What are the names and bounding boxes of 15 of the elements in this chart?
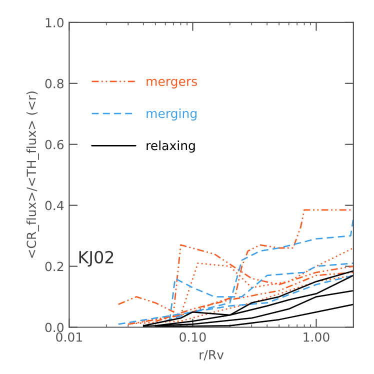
x-tick-label: 0.10	[180, 332, 206, 342]
legend-label: relaxing	[146, 140, 195, 153]
legend-label: merging	[146, 108, 196, 121]
y-tick-label: 0.6	[45, 140, 64, 150]
legend-label: mergers	[146, 78, 198, 88]
x-axis-title: r/Rv	[200, 350, 224, 360]
y-tick-label: 0.2	[45, 262, 64, 272]
y-tick-label: 0.8	[45, 78, 64, 88]
annotation: KJ02	[79, 250, 114, 267]
x-tick-label: 0.01	[56, 332, 82, 342]
y-axis-title: <CR_flux>/<TH_flux> (<r)	[26, 92, 39, 258]
y-tick-label: 1.0	[46, 18, 64, 28]
y-tick-label: 0.0	[45, 322, 64, 332]
y-tick-label: 0.4	[45, 200, 64, 210]
x-tick-label: 1.00	[304, 332, 330, 342]
